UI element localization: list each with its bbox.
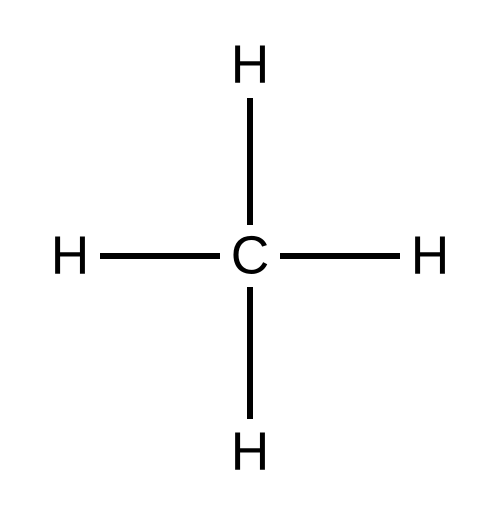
bond-c-h-left xyxy=(100,253,220,259)
molecule-diagram: C H H H H xyxy=(0,0,500,512)
atom-hydrogen-right: H xyxy=(411,229,450,282)
bond-c-h-right xyxy=(280,253,400,259)
bond-c-h-bottom xyxy=(247,287,253,419)
atom-hydrogen-left: H xyxy=(51,229,90,282)
atom-hydrogen-top: H xyxy=(231,38,270,91)
atom-carbon-center: C xyxy=(231,229,270,282)
atom-hydrogen-bottom: H xyxy=(231,425,270,478)
bond-c-h-top xyxy=(247,98,253,225)
